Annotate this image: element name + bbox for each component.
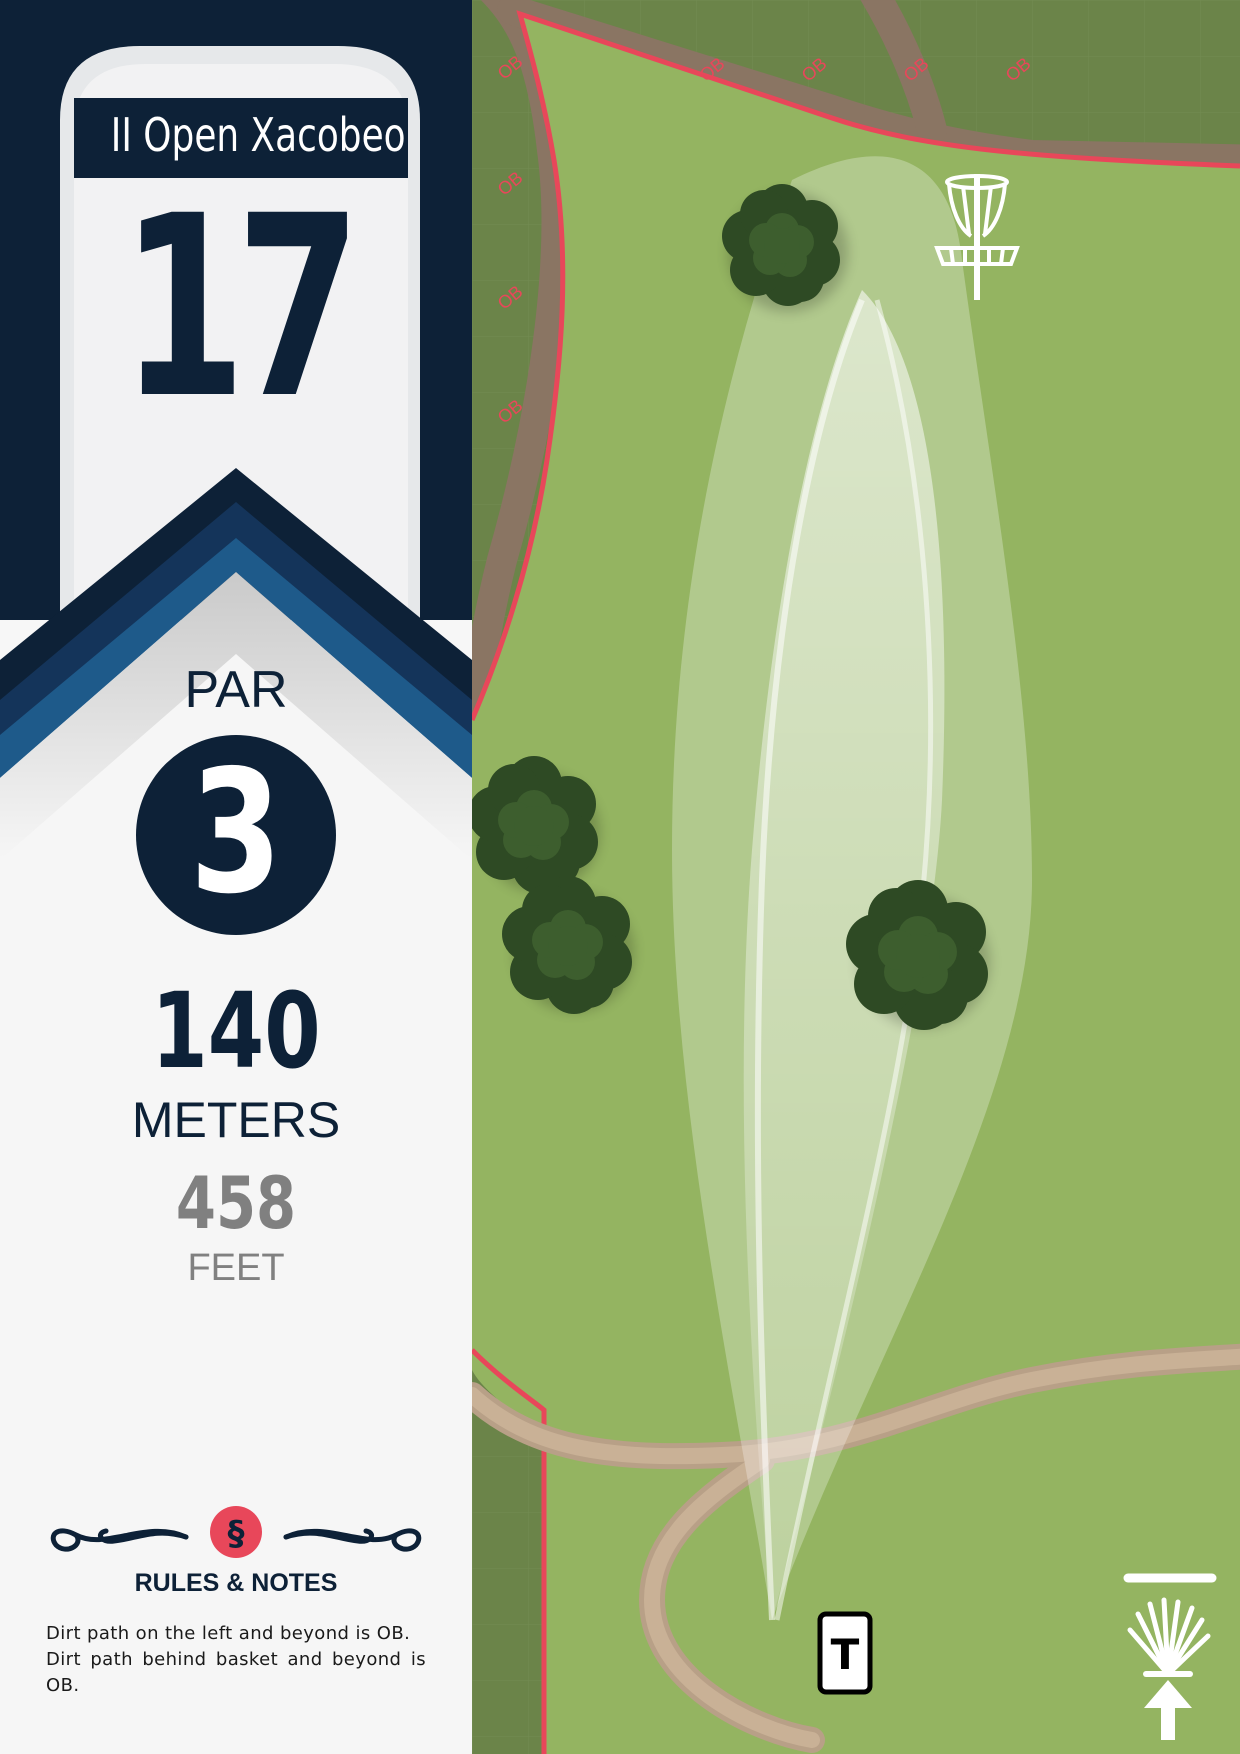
meters-unit: METERS [131,1092,341,1148]
scallop-shell-icon [1123,1573,1217,1677]
hole-number: 17 [120,162,361,453]
distance-feet: 458 [175,1161,297,1245]
tee-label: T [831,1630,860,1679]
info-panel: II Open Xacobeo 17 PAR 3 140 METERS 458 … [0,0,472,1754]
par-label: PAR [184,661,288,719]
rules-ornament: § [50,1506,422,1558]
distance-meters: 140 [151,970,321,1092]
section-symbol: § [228,1514,245,1554]
ob-line [472,10,1240,721]
disc-golf-basket-icon [934,174,1020,300]
tournament-name: II Open Xacobeo [110,108,406,162]
rule-note: Dirt path behind basket and beyond is OB… [46,1649,426,1696]
par-value: 3 [189,734,283,932]
hole-map: OB OB OB OB OB OB OB OB [472,0,1240,1754]
tree-icon [722,184,848,312]
rules-title: RULES & NOTES [134,1569,338,1597]
flight-line [754,298,865,1621]
flight-line [743,290,945,1620]
tree-icon [502,876,634,1014]
par-badge: 3 [136,735,336,935]
tree-icon [472,756,600,894]
panel-background [0,0,472,1754]
map-canvas: OB OB OB OB OB OB OB OB [472,0,1240,1754]
rules-notes: Dirt path on the left and beyond is OB. … [46,1621,426,1699]
tee-pad-icon: T [817,1611,873,1695]
rule-note: Dirt path on the left and beyond is OB. [46,1623,411,1644]
north-arrow-icon [1144,1680,1192,1740]
ob-line [472,1348,547,1754]
tree-icon [846,880,990,1030]
feet-unit: FEET [187,1247,285,1289]
section-badge [210,1506,262,1558]
